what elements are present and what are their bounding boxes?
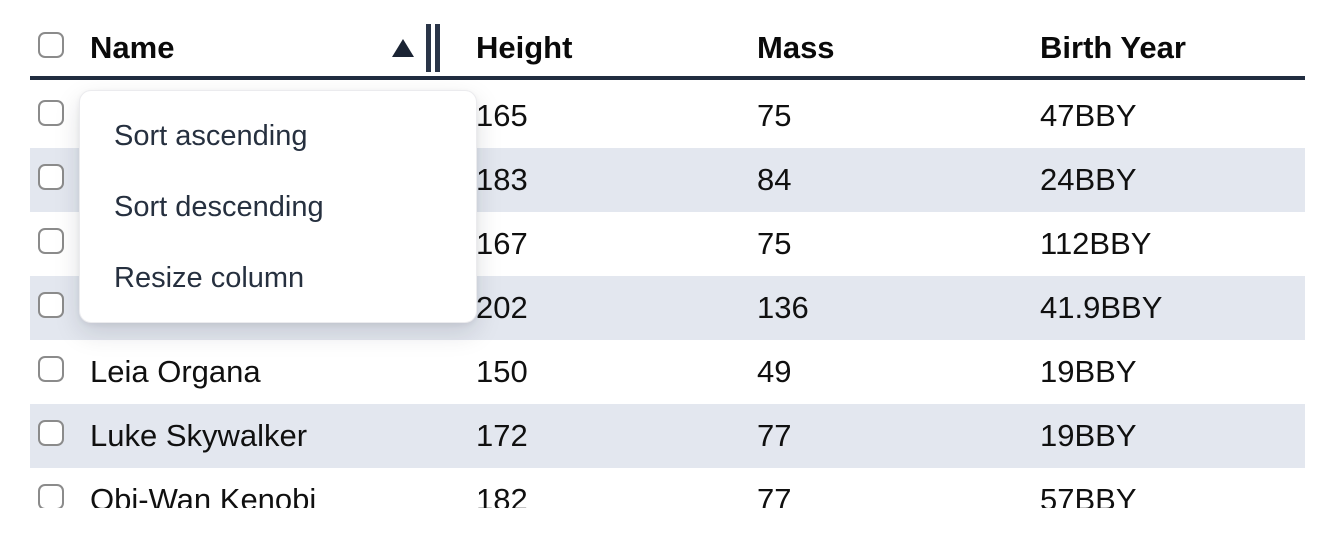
cell-birth-year: 47BBY [1040, 98, 1137, 133]
cell-height: 165 [476, 98, 528, 133]
sort-ascending-icon [392, 39, 414, 57]
row-checkbox-cell [30, 354, 90, 390]
column-resize-handle-icon[interactable] [426, 24, 440, 72]
cell-height: 182 [476, 482, 528, 508]
menu-item-sort-descending[interactable]: Sort descending [114, 191, 324, 223]
cell-birth-year: 19BBY [1040, 418, 1137, 453]
cell-height: 183 [476, 162, 528, 197]
column-header-name[interactable]: Name [90, 20, 476, 76]
row-checkbox-cell [30, 418, 90, 454]
column-header-mass[interactable]: Mass [757, 30, 1040, 66]
menu-item-sort-ascending[interactable]: Sort ascending [114, 120, 308, 152]
row-checkbox[interactable] [38, 292, 64, 318]
table-row[interactable]: Obi-Wan Kenobi 182 77 57BBY [30, 468, 1305, 508]
row-checkbox[interactable] [38, 164, 64, 190]
column-header-height-label: Height [476, 30, 573, 65]
cell-height: 202 [476, 290, 528, 325]
cell-birth-year: 41.9BBY [1040, 290, 1163, 325]
row-checkbox-cell [30, 226, 90, 262]
cell-height: 150 [476, 354, 528, 389]
row-checkbox[interactable] [38, 420, 64, 446]
cell-mass: 75 [757, 98, 792, 133]
row-checkbox[interactable] [38, 100, 64, 126]
cell-birth-year: 112BBY [1040, 226, 1152, 261]
row-checkbox[interactable] [38, 484, 64, 508]
cell-height: 172 [476, 418, 528, 453]
cell-birth-year: 19BBY [1040, 354, 1137, 389]
select-all-cell [30, 30, 90, 66]
cell-mass: 136 [757, 290, 809, 325]
column-header-mass-label: Mass [757, 30, 835, 65]
menu-item-resize-column[interactable]: Resize column [114, 262, 305, 294]
cell-mass: 49 [757, 354, 792, 389]
column-header-height[interactable]: Height [476, 30, 757, 66]
cell-mass: 77 [757, 418, 792, 453]
column-header-birth-year-label: Birth Year [1040, 30, 1186, 65]
cell-birth-year: 57BBY [1040, 482, 1137, 508]
cell-name: Obi-Wan Kenobi [90, 482, 317, 508]
row-checkbox[interactable] [38, 356, 64, 382]
table-header-row: Name Height Mass Birth Year [30, 0, 1305, 80]
cell-birth-year: 24BBY [1040, 162, 1137, 197]
cell-height: 167 [476, 226, 528, 261]
row-checkbox-cell [30, 98, 90, 134]
select-all-checkbox[interactable] [38, 32, 64, 58]
column-header-menu: Sort ascending Sort descending Resize co… [79, 90, 477, 323]
column-header-name-label: Name [90, 30, 175, 65]
table-row[interactable]: Luke Skywalker 172 77 19BBY [30, 404, 1305, 468]
column-header-birth-year[interactable]: Birth Year [1040, 30, 1305, 66]
cell-mass: 77 [757, 482, 792, 508]
row-checkbox-cell [30, 290, 90, 326]
row-checkbox[interactable] [38, 228, 64, 254]
row-checkbox-cell [30, 162, 90, 198]
cell-name: Luke Skywalker [90, 418, 308, 453]
row-checkbox-cell [30, 482, 90, 508]
table-row[interactable]: Leia Organa 150 49 19BBY [30, 340, 1305, 404]
cell-mass: 75 [757, 226, 792, 261]
cell-mass: 84 [757, 162, 792, 197]
cell-name: Leia Organa [90, 354, 261, 389]
